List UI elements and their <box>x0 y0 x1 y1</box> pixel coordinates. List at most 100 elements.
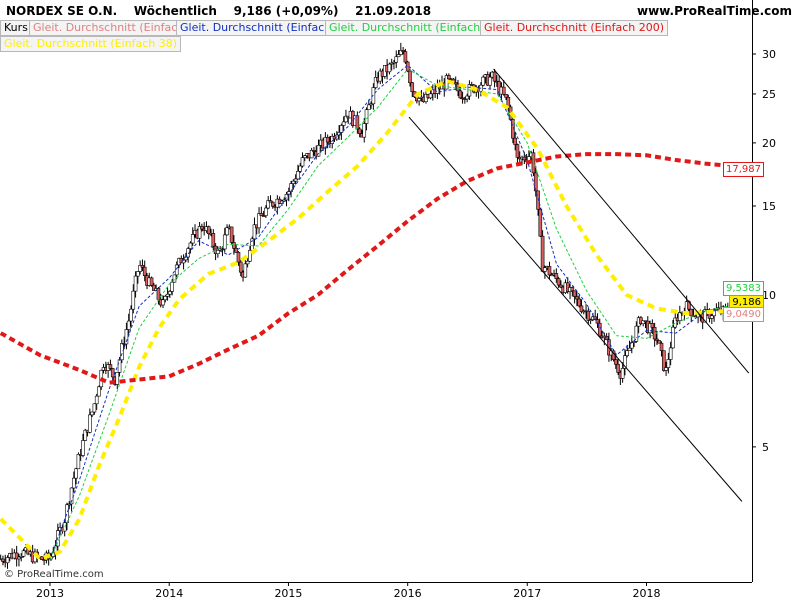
candle-body <box>657 340 662 344</box>
candle-body <box>447 75 451 80</box>
candle-body <box>133 275 138 292</box>
candle-body <box>641 320 646 325</box>
candle-body <box>417 98 421 102</box>
x-tick-label: 2013 <box>36 587 64 600</box>
candle-body <box>668 347 673 360</box>
candle-body <box>19 555 24 558</box>
candle-body <box>261 215 266 217</box>
candle-body <box>117 359 122 373</box>
x-tick-label: 2017 <box>513 587 541 600</box>
candle-body <box>257 213 261 229</box>
candle-body <box>549 274 554 277</box>
candle-body <box>268 200 273 203</box>
candle-body <box>97 386 101 397</box>
y-tick-label: 10 <box>762 289 776 302</box>
candle-body <box>613 359 618 365</box>
candle-body <box>389 62 394 65</box>
candle-body <box>533 172 538 192</box>
instrument-name: NORDEX SE O.N. <box>6 4 118 18</box>
candle-body <box>401 50 405 52</box>
candle-body <box>570 287 575 292</box>
y-tick-label: 20 <box>762 137 776 150</box>
candle-body <box>131 290 136 310</box>
legend-ma18[interactable]: Gleit. Durchschnitt (Einfach 18) <box>325 20 507 36</box>
ma200-line <box>0 152 733 385</box>
candle-body <box>655 338 659 341</box>
site-url[interactable]: www.ProRealTime.com <box>637 4 792 18</box>
quote-value: 9,186 (+0,09%) <box>233 4 339 18</box>
candle-body <box>40 556 44 560</box>
legend-ma4[interactable]: Gleit. Durchschnitt (Einfach 4) <box>29 20 204 36</box>
candle-body <box>556 278 561 286</box>
y-tick-label: 30 <box>762 48 776 61</box>
candle-body <box>163 296 168 301</box>
candle-body <box>264 207 268 216</box>
ma200-value-badge: 17,987 <box>723 162 764 177</box>
candle-body <box>481 76 485 86</box>
candle-body <box>586 310 591 321</box>
candle-body <box>710 315 714 319</box>
candle-body <box>632 341 636 343</box>
legend-kurs[interactable]: Kurs <box>0 20 32 36</box>
candle-body <box>309 150 314 159</box>
trend-channel-layer <box>408 68 750 502</box>
candle-body <box>501 86 506 95</box>
candle-body <box>65 504 69 523</box>
candle-body <box>282 199 287 202</box>
candle-body <box>90 411 94 416</box>
candle-body <box>81 440 85 456</box>
candle-body <box>270 201 275 207</box>
legend-ma38[interactable]: Gleit. Durchschnitt (Einfach 38) <box>0 36 182 52</box>
candle-body <box>172 274 177 283</box>
candle-body <box>174 264 179 276</box>
candle-body <box>161 299 165 306</box>
candle-body <box>661 350 666 371</box>
candle-body <box>252 224 257 240</box>
legend-ma9[interactable]: Gleit. Durchschnitt (Einfach 9) <box>176 20 351 36</box>
candle-body <box>17 556 21 560</box>
candle-body <box>703 309 707 323</box>
candle-body <box>140 265 145 268</box>
candle-body <box>300 157 305 167</box>
candle-body <box>222 234 227 250</box>
candle-body <box>245 260 250 265</box>
y-tick-label: 15 <box>762 200 776 213</box>
candle-body <box>616 363 620 373</box>
candle-body <box>316 145 321 157</box>
candle-body <box>156 288 161 300</box>
y-tick-label: 5 <box>762 441 769 454</box>
candle-body <box>364 109 369 124</box>
candle-body <box>492 71 497 82</box>
candle-body <box>126 320 131 330</box>
candle-body <box>367 104 371 110</box>
quote-date: 21.09.2018 <box>355 4 432 18</box>
candle-body <box>266 200 270 209</box>
candle-body <box>76 454 81 470</box>
candle-body <box>387 63 392 73</box>
candle-body <box>296 171 300 180</box>
candle-body <box>312 150 316 152</box>
candle-body <box>554 273 559 279</box>
candle-body <box>120 343 124 361</box>
candle-body <box>547 266 552 276</box>
candle-body <box>392 61 396 64</box>
candle-body <box>572 290 577 297</box>
candle-body <box>216 250 220 255</box>
candle-body <box>362 123 367 138</box>
candle-body <box>323 137 328 149</box>
candle-body <box>284 194 289 201</box>
candle-body <box>170 281 174 292</box>
candle-body <box>673 317 678 328</box>
candle-body <box>465 95 469 100</box>
candle-body <box>115 372 120 385</box>
candle-body <box>369 103 373 106</box>
candle-body <box>403 51 408 63</box>
candle-body <box>575 296 579 300</box>
candle-body <box>394 56 399 63</box>
legend-ma200[interactable]: Gleit. Durchschnitt (Einfach 200) <box>480 20 669 36</box>
candle-body <box>410 82 415 93</box>
candle-body <box>108 364 113 369</box>
candle-body <box>92 403 97 413</box>
candle-body <box>188 242 193 249</box>
candle-body <box>453 82 458 85</box>
